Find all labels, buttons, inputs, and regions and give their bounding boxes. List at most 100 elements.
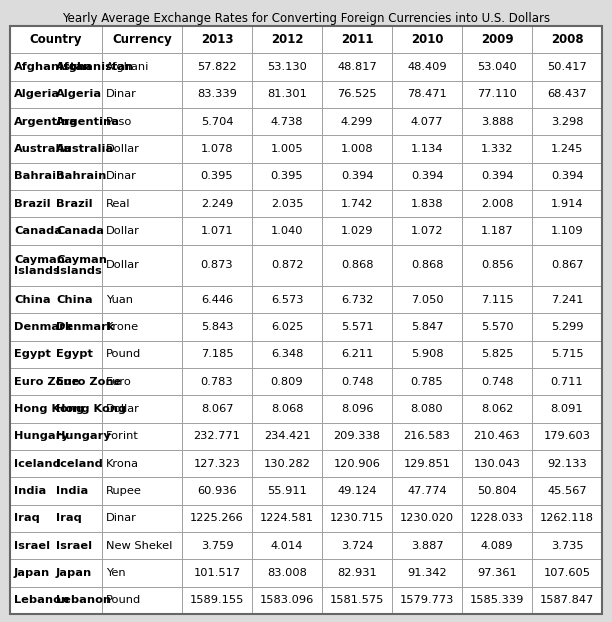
- Bar: [10, 368, 102, 396]
- Bar: [10, 190, 102, 217]
- Text: Real: Real: [106, 198, 130, 209]
- Bar: [322, 504, 392, 532]
- Text: 4.299: 4.299: [341, 117, 373, 127]
- Text: 5.571: 5.571: [341, 322, 373, 332]
- Bar: [102, 450, 182, 477]
- Text: 82.931: 82.931: [337, 568, 377, 578]
- Bar: [252, 587, 322, 614]
- Bar: [182, 504, 252, 532]
- Bar: [182, 313, 252, 341]
- Text: Euro: Euro: [106, 377, 132, 387]
- Bar: [462, 244, 532, 286]
- Text: 91.342: 91.342: [407, 568, 447, 578]
- Bar: [532, 108, 602, 136]
- Bar: [532, 163, 602, 190]
- Bar: [462, 396, 532, 422]
- Bar: [392, 163, 462, 190]
- Text: 50.804: 50.804: [477, 486, 517, 496]
- Text: 7.185: 7.185: [201, 350, 233, 360]
- Text: 1.187: 1.187: [480, 226, 513, 236]
- Bar: [532, 26, 602, 53]
- Text: 1230.715: 1230.715: [330, 513, 384, 523]
- Text: Algeria: Algeria: [56, 90, 102, 100]
- Bar: [102, 532, 182, 559]
- Bar: [102, 53, 182, 81]
- Bar: [10, 81, 102, 108]
- Text: 4.077: 4.077: [411, 117, 443, 127]
- Bar: [392, 368, 462, 396]
- Text: Hungary: Hungary: [14, 431, 69, 442]
- Bar: [102, 477, 182, 504]
- Text: 1589.155: 1589.155: [190, 595, 244, 605]
- Text: China: China: [56, 295, 92, 305]
- Text: 2011: 2011: [341, 33, 373, 46]
- Bar: [182, 26, 252, 53]
- Text: New Shekel: New Shekel: [106, 541, 173, 550]
- Text: 60.936: 60.936: [197, 486, 237, 496]
- Text: 7.115: 7.115: [480, 295, 513, 305]
- Text: Euro Zone: Euro Zone: [14, 377, 80, 387]
- Bar: [392, 559, 462, 587]
- Text: 0.748: 0.748: [481, 377, 513, 387]
- Text: 1583.096: 1583.096: [260, 595, 314, 605]
- Bar: [182, 81, 252, 108]
- Bar: [322, 396, 392, 422]
- Bar: [182, 190, 252, 217]
- Bar: [182, 477, 252, 504]
- Text: 2009: 2009: [480, 33, 513, 46]
- Text: 53.130: 53.130: [267, 62, 307, 72]
- Text: 6.025: 6.025: [271, 322, 303, 332]
- Text: Dollar: Dollar: [106, 226, 140, 236]
- Text: 1.109: 1.109: [551, 226, 583, 236]
- Bar: [322, 587, 392, 614]
- Bar: [102, 559, 182, 587]
- Bar: [102, 217, 182, 244]
- Text: Argentina: Argentina: [56, 117, 120, 127]
- Bar: [10, 587, 102, 614]
- Text: Lebanon: Lebanon: [14, 595, 69, 605]
- Text: Rupee: Rupee: [106, 486, 142, 496]
- Text: 5.847: 5.847: [411, 322, 443, 332]
- Bar: [322, 450, 392, 477]
- Text: Japan: Japan: [56, 568, 92, 578]
- Text: 232.771: 232.771: [193, 431, 241, 442]
- Text: 8.096: 8.096: [341, 404, 373, 414]
- Text: 0.748: 0.748: [341, 377, 373, 387]
- Bar: [10, 450, 102, 477]
- Text: 120.906: 120.906: [334, 458, 381, 468]
- Text: 1224.581: 1224.581: [260, 513, 314, 523]
- Bar: [462, 559, 532, 587]
- Text: Forint: Forint: [106, 431, 139, 442]
- Bar: [10, 108, 102, 136]
- Text: 5.843: 5.843: [201, 322, 233, 332]
- Bar: [102, 313, 182, 341]
- Text: 179.603: 179.603: [543, 431, 591, 442]
- Text: 68.437: 68.437: [547, 90, 587, 100]
- Text: 1.332: 1.332: [481, 144, 513, 154]
- Bar: [182, 217, 252, 244]
- Bar: [10, 136, 102, 163]
- Text: 1581.575: 1581.575: [330, 595, 384, 605]
- Bar: [182, 163, 252, 190]
- Text: Yen: Yen: [106, 568, 125, 578]
- Text: 1.071: 1.071: [201, 226, 233, 236]
- Bar: [252, 477, 322, 504]
- Bar: [532, 587, 602, 614]
- Bar: [102, 163, 182, 190]
- Text: 8.067: 8.067: [201, 404, 233, 414]
- Text: 0.394: 0.394: [411, 171, 443, 182]
- Text: 1587.847: 1587.847: [540, 595, 594, 605]
- Text: Iraq: Iraq: [56, 513, 82, 523]
- Text: 3.887: 3.887: [411, 541, 443, 550]
- Bar: [10, 477, 102, 504]
- Text: Japan: Japan: [14, 568, 50, 578]
- Bar: [102, 244, 182, 286]
- Bar: [252, 217, 322, 244]
- Bar: [392, 53, 462, 81]
- Bar: [252, 81, 322, 108]
- Bar: [102, 422, 182, 450]
- Text: Lebanon: Lebanon: [56, 595, 111, 605]
- Bar: [532, 532, 602, 559]
- Bar: [252, 190, 322, 217]
- Text: 0.395: 0.395: [201, 171, 233, 182]
